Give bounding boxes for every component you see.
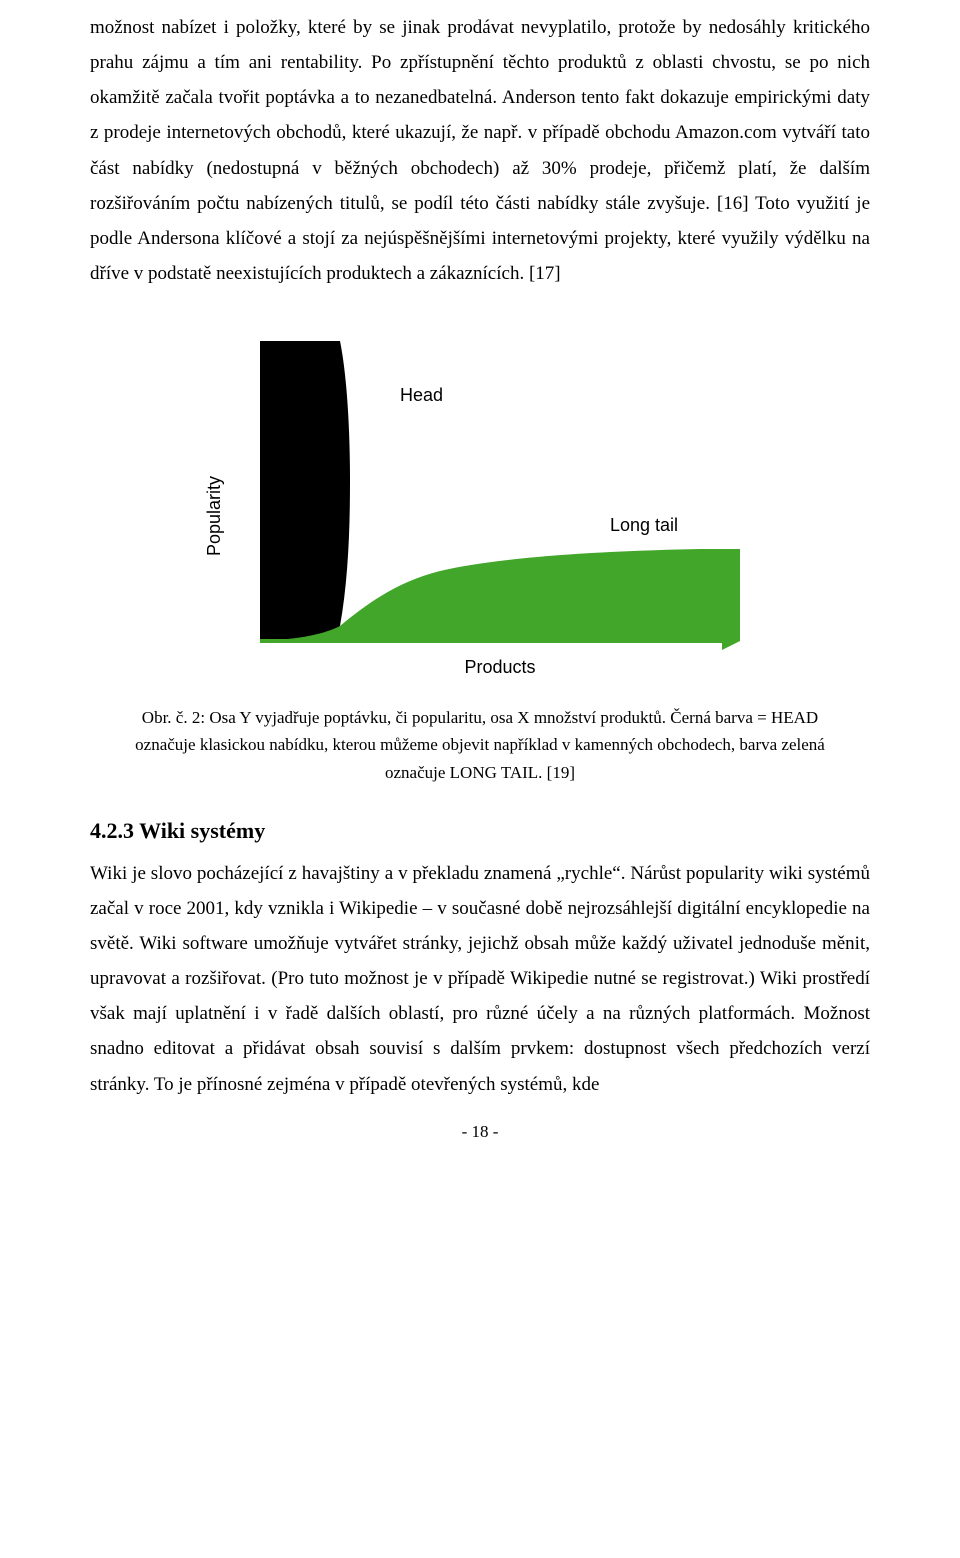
section-title: Wiki systémy xyxy=(139,818,265,843)
figure-caption: Obr. č. 2: Osa Y vyjadřuje poptávku, či … xyxy=(130,704,830,786)
svg-text:Long tail: Long tail xyxy=(610,515,678,535)
section-number: 4.2.3 xyxy=(90,818,134,843)
svg-text:Products: Products xyxy=(464,657,535,677)
long-tail-chart-svg: Head Long tail Products Popularity xyxy=(200,321,760,681)
svg-text:Popularity: Popularity xyxy=(204,476,224,556)
svg-text:Head: Head xyxy=(400,385,443,405)
body-paragraph-2: Wiki je slovo pocházející z havajštiny a… xyxy=(90,856,870,1102)
page-number: - 18 - xyxy=(90,1122,870,1142)
body-paragraph-1: možnost nabízet i položky, které by se j… xyxy=(90,10,870,291)
section-heading: 4.2.3 Wiki systémy xyxy=(90,818,870,844)
long-tail-chart: Head Long tail Products Popularity xyxy=(200,321,760,686)
